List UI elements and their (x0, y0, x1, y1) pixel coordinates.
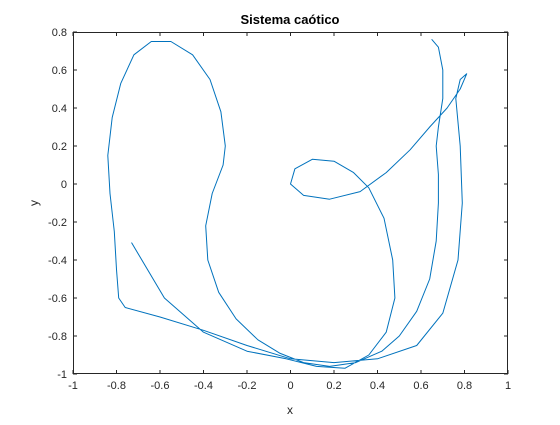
y-tick-label: -0.8 (48, 331, 67, 343)
y-tick-label: 0.4 (52, 103, 67, 115)
x-tick-label: -1 (68, 380, 78, 392)
x-tick-label: 0.8 (457, 380, 472, 392)
x-tick-label: 0.4 (370, 380, 385, 392)
x-tick-label: 0.6 (413, 380, 428, 392)
x-tick-label: -0.6 (151, 380, 170, 392)
series-layer (107, 39, 468, 369)
x-tick-label: -0.4 (194, 380, 213, 392)
chart-title: Sistema caótico (241, 12, 340, 27)
x-tick-label: 0.2 (326, 380, 341, 392)
x-axis-label: x (287, 403, 293, 417)
y-axis-label: y (27, 200, 41, 206)
x-tick-label: 0 (287, 380, 293, 392)
y-tick-label: -1 (57, 369, 67, 381)
y-tick-label: 0.2 (52, 141, 67, 153)
x-tick-label: -0.8 (107, 380, 126, 392)
y-tick-label: 0.8 (52, 27, 67, 39)
series-line-1 (107, 39, 468, 369)
y-tick-label: -0.4 (48, 255, 67, 267)
ticks-layer: -1 -0.8 -0.6 -0.4 -0.2 0 0.2 0.4 0.6 0.8 1 -1 -0.8 -0… (48, 27, 511, 392)
y-tick-label: -0.2 (48, 217, 67, 229)
y-tick-label: -0.6 (48, 293, 67, 305)
y-tick-label: 0 (61, 179, 67, 191)
plot-area (73, 32, 508, 374)
x-tick-label: -0.2 (238, 380, 257, 392)
y-tick-label: 0.6 (52, 65, 67, 77)
x-tick-label: 1 (505, 380, 511, 392)
